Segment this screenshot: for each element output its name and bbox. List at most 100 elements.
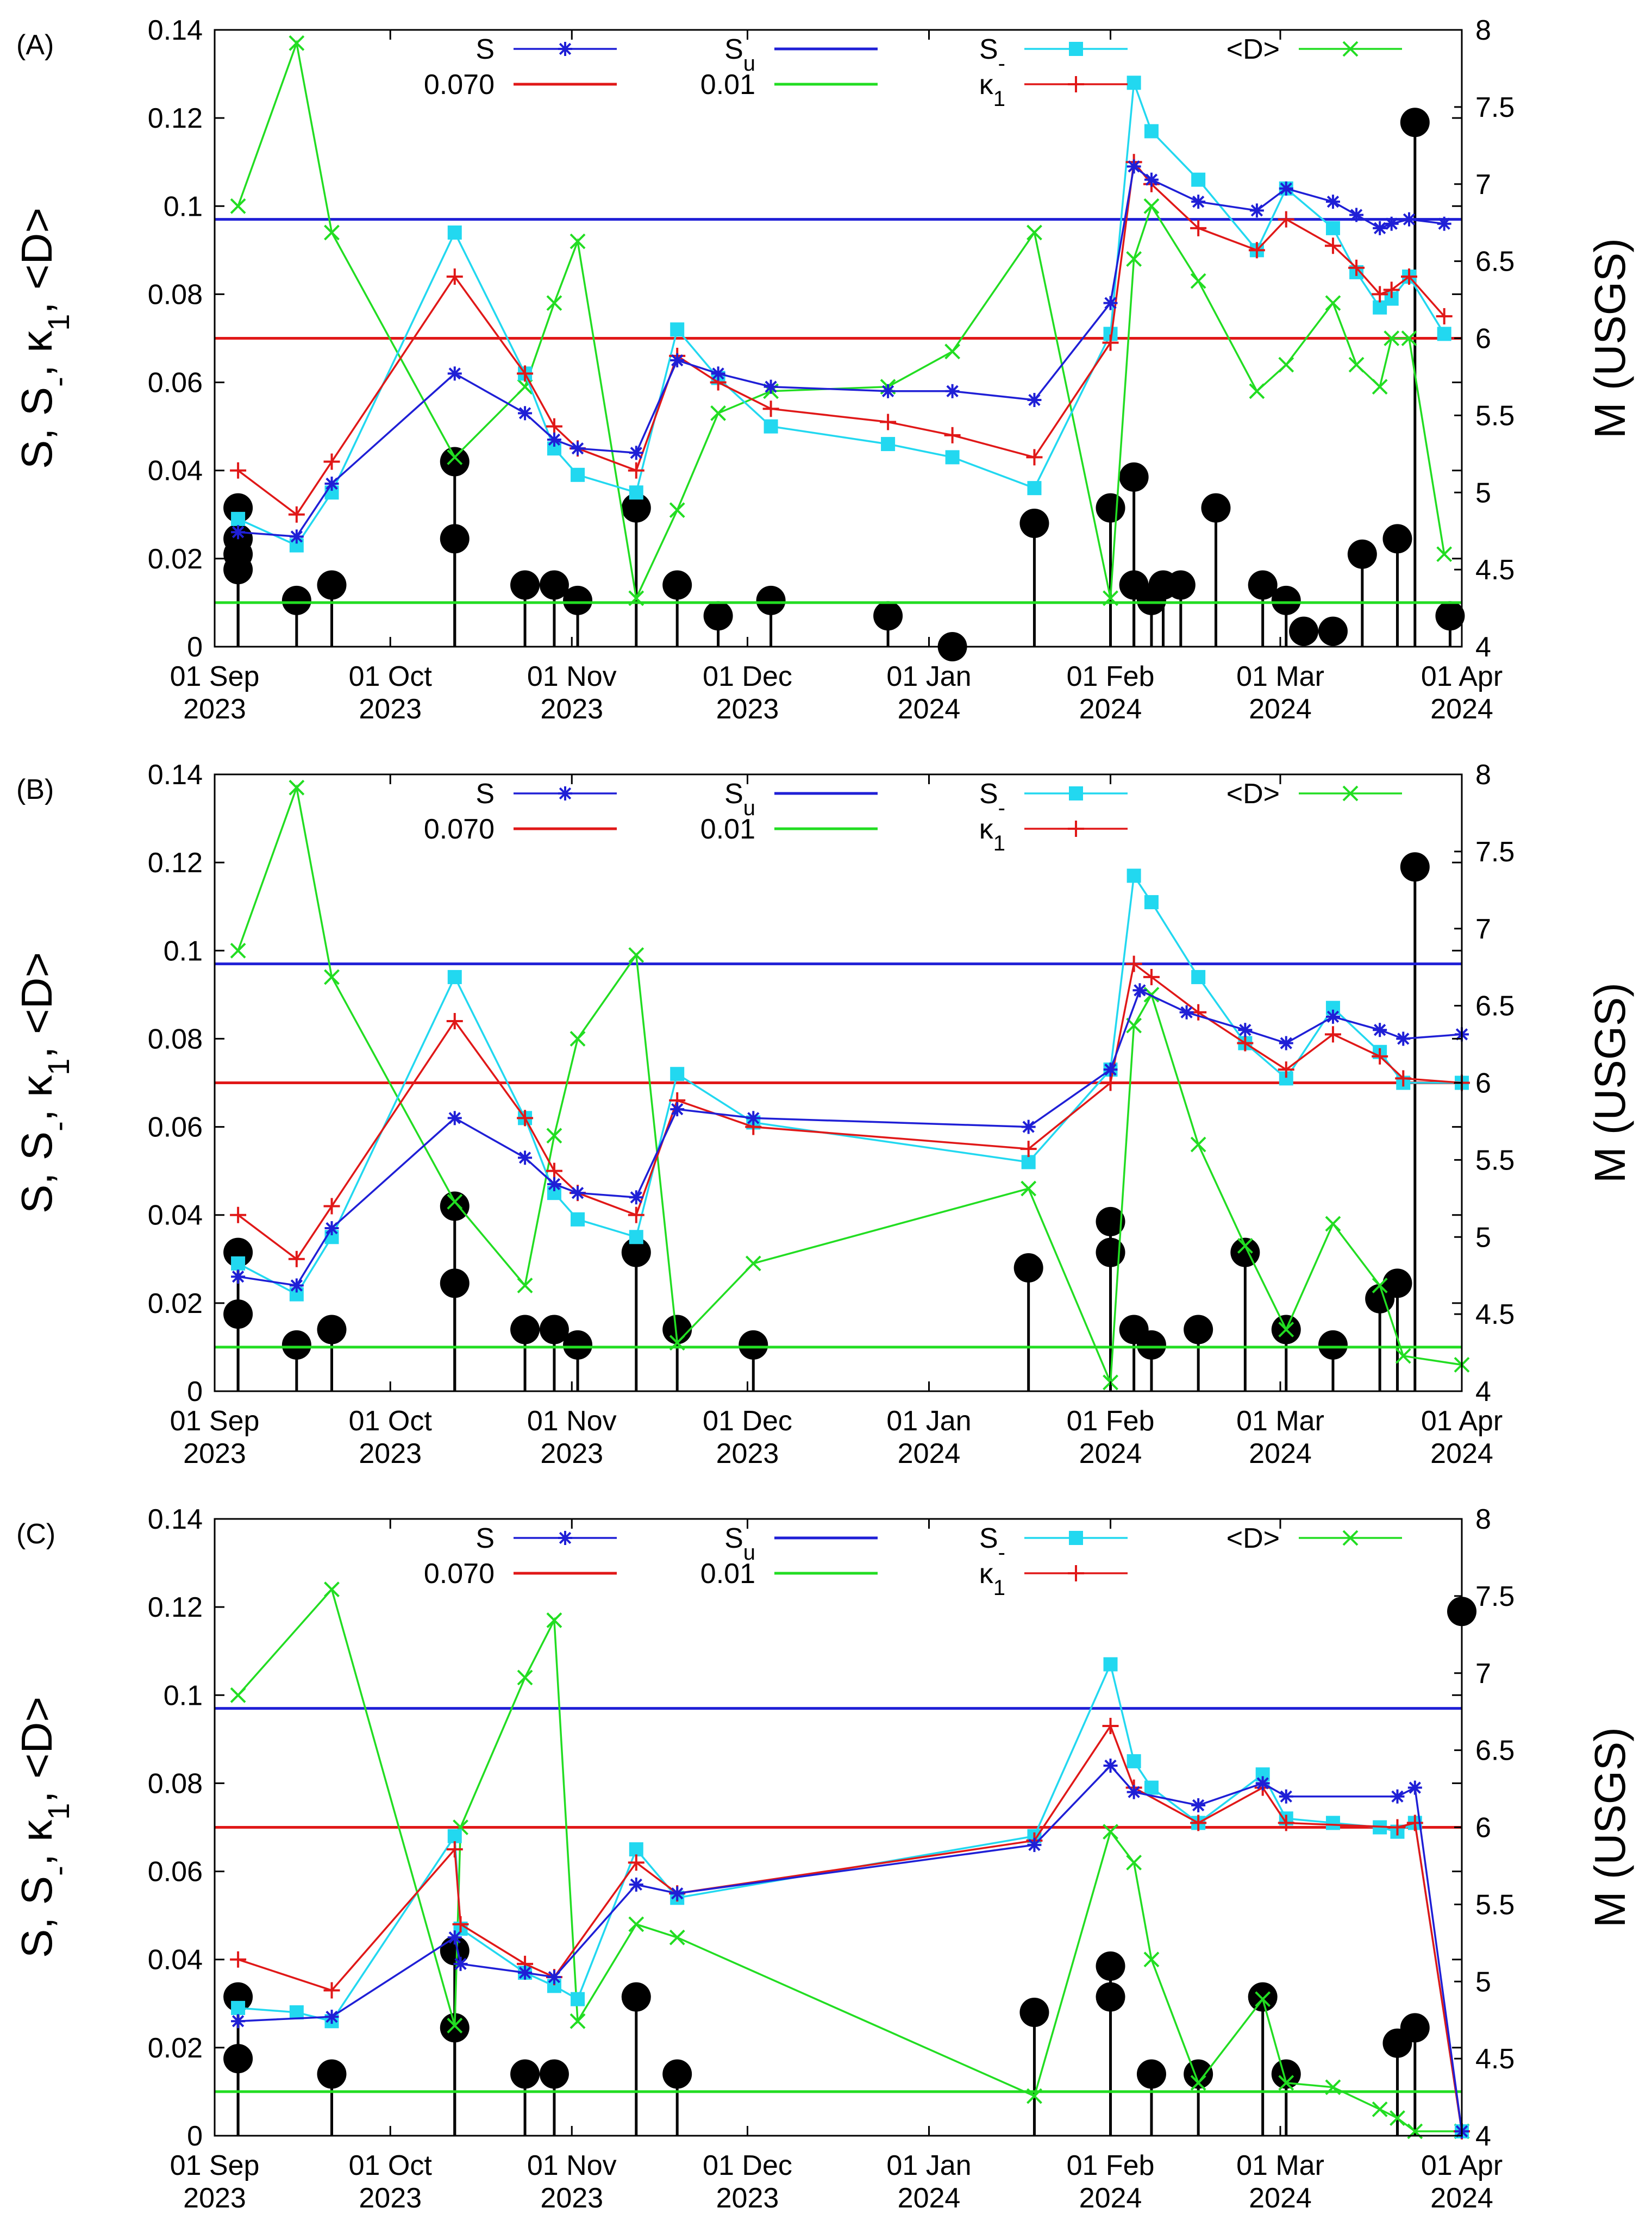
y-axis-left: 0 0.02 0.04 0.06 0.08 0.1 0.12 0.14 xyxy=(148,15,1462,663)
legend-text: S xyxy=(724,34,743,65)
quake-point xyxy=(1184,1315,1213,1344)
series-D-point xyxy=(1103,590,1118,606)
series-S-point xyxy=(1255,1776,1270,1791)
series-S-point xyxy=(1373,1023,1387,1037)
y2-tick-label: 6.5 xyxy=(1475,991,1515,1022)
series-S-point xyxy=(453,1956,468,1971)
quake-point xyxy=(739,1330,768,1360)
legend-marker xyxy=(1068,821,1084,837)
quake-point xyxy=(1382,524,1412,554)
y2-tick-label: 8 xyxy=(1475,1504,1491,1535)
series-kappa-point xyxy=(628,1206,644,1223)
legend-label: S- xyxy=(979,1523,1005,1565)
y2-tick-label: 4 xyxy=(1475,1376,1491,1408)
series-kappa-point xyxy=(1436,308,1453,324)
legend-text: κ xyxy=(979,69,994,101)
series-kappa-point xyxy=(288,506,305,523)
series-S-point xyxy=(1103,1062,1118,1077)
series-S-point xyxy=(1325,1009,1340,1024)
legend-label: Su xyxy=(724,34,755,76)
x-tick-label: 01 Jan xyxy=(886,2150,971,2181)
x-tick-year: 2024 xyxy=(898,2182,961,2214)
series-D-point xyxy=(546,295,562,311)
legend-marker xyxy=(558,1531,572,1545)
legend-text: 0.070 xyxy=(424,69,495,101)
legend-item-d001: 0.01 xyxy=(700,1558,878,1590)
legend-item-D: <D> xyxy=(1227,34,1402,65)
legend-text: 0.01 xyxy=(700,814,755,845)
series-Sminus-point xyxy=(231,1256,246,1271)
quake-point xyxy=(662,2059,692,2089)
legend-item-kappa: κ1 xyxy=(979,1558,1128,1600)
legend-label: S- xyxy=(979,778,1005,820)
legend-text: S xyxy=(475,34,495,65)
x-tick-label: 01 Mar xyxy=(1236,661,1324,692)
series-S-point xyxy=(1238,1023,1253,1037)
legend-item-D: <D> xyxy=(1227,778,1402,810)
series-S xyxy=(231,159,1451,544)
series-kappa-point xyxy=(1383,282,1400,298)
x-tick-label: 01 Apr xyxy=(1421,2150,1503,2181)
quake-point xyxy=(1289,616,1319,646)
series-S-point xyxy=(1179,1005,1194,1019)
y2-tick-label: 8 xyxy=(1475,759,1491,791)
series-kappa-point xyxy=(628,462,644,479)
y-axis-label: S, S-, κ1, <D> xyxy=(12,1697,76,1958)
legend-label: Su xyxy=(724,1523,755,1565)
quake-point xyxy=(539,2059,569,2089)
series-D-point xyxy=(1372,2101,1388,2117)
y-tick-label: 0.06 xyxy=(148,1112,203,1143)
series-kappa-point xyxy=(517,1110,534,1127)
series-kappa xyxy=(230,955,1470,1267)
y2-tick-label: 4.5 xyxy=(1475,2043,1515,2075)
y2-tick-label: 5.5 xyxy=(1475,1144,1515,1176)
x-tick-year: 2023 xyxy=(359,2182,422,2214)
series-Sminus-point xyxy=(670,1067,685,1081)
legend-label: κ1 xyxy=(979,69,1005,111)
legend-item-Su: Su xyxy=(724,34,878,76)
legend-marker xyxy=(558,786,572,800)
series-D-point xyxy=(289,779,305,796)
y-tick-label: 0.04 xyxy=(148,1200,203,1231)
series-Sminus-point xyxy=(1127,1754,1141,1768)
x-tick-label: 01 Apr xyxy=(1421,1405,1503,1437)
x-tick-year: 2023 xyxy=(716,693,779,725)
y2-tick-label: 5 xyxy=(1475,1222,1491,1253)
y2-axis-label: M (USGS) xyxy=(1586,238,1634,439)
series-D-point xyxy=(1372,1278,1388,1293)
legend-text: <D> xyxy=(1227,1523,1280,1554)
legend-item-Su: Su xyxy=(724,778,878,820)
quake-point xyxy=(440,447,470,477)
series-Sminus-point xyxy=(231,2000,246,2015)
series-D-point xyxy=(230,198,246,214)
legend-item-d001: 0.01 xyxy=(700,814,878,845)
x-tick-year: 2024 xyxy=(1249,1438,1312,1469)
series-S-point xyxy=(1027,393,1042,407)
series-Sminus-point xyxy=(1144,1780,1159,1795)
series-S-point xyxy=(518,1966,533,1980)
series-D-point xyxy=(1103,1824,1118,1840)
series-kappa-point xyxy=(628,1854,644,1871)
legend-marker xyxy=(1342,785,1359,802)
series-Sminus-point xyxy=(1437,327,1451,341)
series-kappa-line xyxy=(237,962,1462,1261)
y-tick-label: 0.04 xyxy=(148,1944,203,1976)
series-D-point xyxy=(570,1031,586,1047)
series-S-point xyxy=(1127,159,1141,174)
quake-point xyxy=(1347,539,1377,569)
series-S-point xyxy=(231,525,246,540)
series-kappa-point xyxy=(323,1198,340,1215)
y-axis-left: 0 0.02 0.04 0.06 0.08 0.1 0.12 0.14 xyxy=(148,1504,1462,2152)
quake-point xyxy=(1096,1206,1125,1236)
series-D-point xyxy=(669,1929,685,1946)
legend-item-Sminus: S- xyxy=(979,34,1128,76)
quake-point xyxy=(440,1191,470,1221)
y2-tick-label: 7 xyxy=(1475,914,1491,945)
y2-tick-label: 6.5 xyxy=(1475,246,1515,278)
quake-markers xyxy=(223,1597,1476,2136)
series-kappa-point xyxy=(446,268,463,285)
x-tick-label: 01 Nov xyxy=(527,2150,617,2181)
